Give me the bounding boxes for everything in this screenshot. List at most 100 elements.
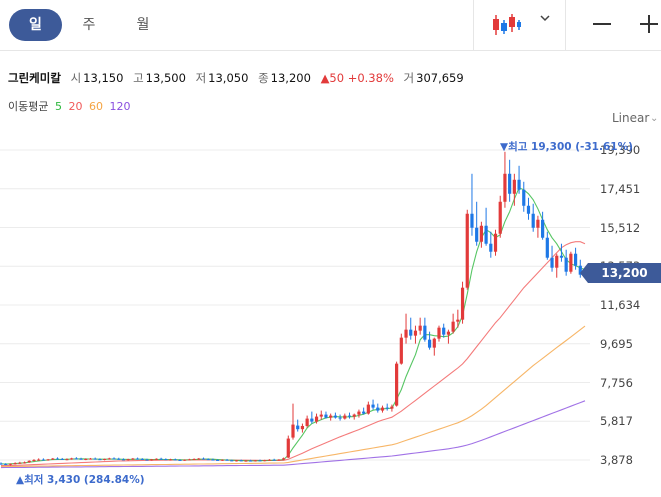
candle[interactable] bbox=[281, 457, 286, 460]
candle[interactable] bbox=[489, 231, 493, 258]
candle[interactable] bbox=[357, 409, 361, 418]
candle[interactable] bbox=[159, 457, 163, 460]
candle[interactable] bbox=[220, 459, 224, 461]
candle[interactable] bbox=[267, 459, 272, 461]
candle[interactable] bbox=[37, 458, 41, 461]
candle[interactable] bbox=[41, 458, 45, 461]
candle[interactable] bbox=[573, 247, 578, 270]
candle[interactable] bbox=[310, 411, 314, 424]
candle[interactable] bbox=[84, 458, 88, 461]
candle[interactable] bbox=[503, 151, 507, 208]
candle[interactable] bbox=[536, 215, 540, 238]
candle[interactable] bbox=[465, 209, 469, 290]
candle[interactable] bbox=[117, 457, 121, 460]
candle[interactable] bbox=[460, 281, 465, 324]
candle[interactable] bbox=[352, 413, 356, 420]
candle[interactable] bbox=[545, 231, 549, 260]
candle[interactable] bbox=[442, 323, 446, 338]
candle[interactable] bbox=[404, 313, 408, 344]
candle[interactable] bbox=[0, 462, 3, 465]
candle[interactable] bbox=[135, 457, 140, 460]
chevron-down-icon[interactable] bbox=[537, 13, 553, 29]
candle[interactable] bbox=[201, 457, 206, 460]
candle[interactable] bbox=[46, 458, 50, 461]
candle[interactable] bbox=[183, 459, 187, 461]
candle[interactable] bbox=[395, 361, 399, 407]
candle[interactable] bbox=[470, 173, 474, 236]
candle[interactable] bbox=[145, 458, 149, 461]
candle[interactable] bbox=[32, 459, 36, 462]
candle[interactable] bbox=[338, 414, 342, 421]
candle[interactable] bbox=[211, 458, 215, 461]
candle[interactable] bbox=[272, 458, 276, 461]
candle[interactable] bbox=[225, 458, 229, 461]
candle[interactable] bbox=[366, 401, 370, 415]
candle[interactable] bbox=[498, 195, 502, 238]
candle[interactable] bbox=[423, 317, 427, 342]
candle[interactable] bbox=[555, 253, 559, 278]
candle[interactable] bbox=[399, 333, 403, 365]
price-chart[interactable] bbox=[0, 130, 661, 475]
candle[interactable] bbox=[362, 407, 366, 415]
candle[interactable] bbox=[107, 457, 111, 460]
candle[interactable] bbox=[376, 403, 380, 413]
candle[interactable] bbox=[347, 412, 352, 419]
candle[interactable] bbox=[479, 221, 483, 248]
candle[interactable] bbox=[51, 457, 55, 460]
candle[interactable] bbox=[70, 457, 74, 460]
chevron-down-icon[interactable]: ⌄ bbox=[650, 113, 659, 124]
candle[interactable] bbox=[13, 462, 17, 465]
candle[interactable] bbox=[98, 458, 102, 461]
candle[interactable] bbox=[168, 458, 173, 461]
candle[interactable] bbox=[418, 317, 422, 335]
candle[interactable] bbox=[512, 173, 516, 206]
candle[interactable] bbox=[126, 458, 130, 461]
candle[interactable] bbox=[173, 458, 177, 461]
candle[interactable] bbox=[437, 325, 441, 342]
scale-selector[interactable]: Linear bbox=[612, 111, 650, 125]
moving-average-legend[interactable]: 이동평균 5 20 60 120 bbox=[8, 98, 133, 114]
candle[interactable] bbox=[258, 459, 262, 462]
candle[interactable] bbox=[409, 317, 413, 340]
candle[interactable] bbox=[249, 459, 253, 462]
candlestick-icon[interactable] bbox=[490, 12, 522, 38]
candle[interactable] bbox=[564, 249, 568, 276]
candle[interactable] bbox=[526, 197, 531, 220]
candle[interactable] bbox=[314, 413, 319, 424]
candle[interactable] bbox=[27, 460, 31, 463]
candle[interactable] bbox=[65, 458, 69, 461]
candle[interactable] bbox=[60, 457, 64, 460]
tab-weekly[interactable]: 주 bbox=[82, 17, 96, 33]
candle[interactable] bbox=[74, 457, 78, 460]
candle[interactable] bbox=[531, 203, 535, 232]
candle[interactable] bbox=[541, 211, 545, 240]
candle[interactable] bbox=[164, 458, 168, 461]
candle[interactable] bbox=[305, 415, 309, 428]
candle[interactable] bbox=[475, 201, 479, 246]
candle[interactable] bbox=[559, 243, 564, 262]
candle[interactable] bbox=[390, 404, 394, 412]
candle[interactable] bbox=[329, 413, 333, 421]
candle[interactable] bbox=[432, 337, 436, 356]
candle[interactable] bbox=[103, 458, 107, 461]
candle[interactable] bbox=[413, 325, 418, 344]
candle[interactable] bbox=[206, 458, 210, 461]
candle[interactable] bbox=[216, 459, 220, 461]
candle[interactable] bbox=[296, 419, 300, 432]
candle[interactable] bbox=[112, 457, 116, 460]
candle[interactable] bbox=[187, 458, 191, 461]
candle[interactable] bbox=[324, 411, 328, 419]
candle[interactable] bbox=[385, 403, 389, 411]
candle[interactable] bbox=[427, 331, 432, 350]
candle[interactable] bbox=[4, 463, 8, 466]
candle[interactable] bbox=[300, 423, 305, 433]
candle[interactable] bbox=[8, 463, 13, 466]
candle[interactable] bbox=[333, 412, 337, 419]
candle[interactable] bbox=[253, 460, 257, 462]
candle[interactable] bbox=[277, 459, 281, 461]
candle[interactable] bbox=[22, 461, 27, 464]
minus-icon[interactable] bbox=[589, 10, 617, 38]
candle[interactable] bbox=[263, 459, 267, 462]
candle[interactable] bbox=[192, 458, 196, 460]
candle[interactable] bbox=[197, 457, 201, 460]
